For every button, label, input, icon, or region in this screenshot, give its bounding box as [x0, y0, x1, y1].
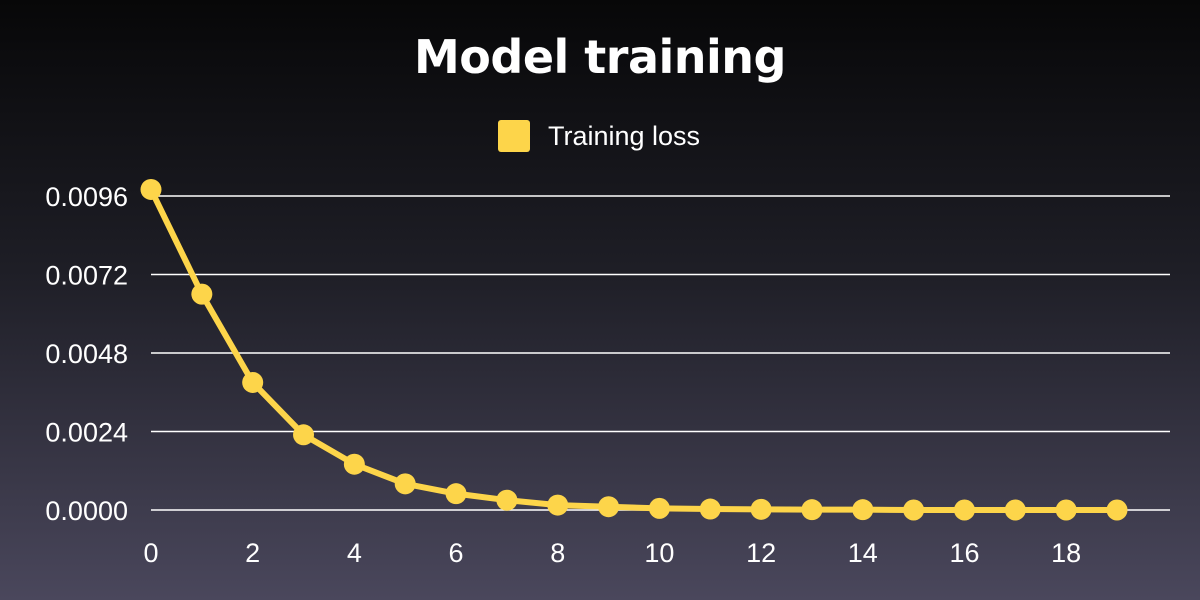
data-point — [496, 489, 518, 511]
x-tick-label: 12 — [746, 538, 776, 568]
x-tick-label: 4 — [347, 538, 362, 568]
x-tick-label: 8 — [550, 538, 565, 568]
y-tick-label: 0.0000 — [45, 496, 128, 526]
series-line — [148, 186, 1120, 513]
y-tick-label: 0.0024 — [45, 418, 128, 448]
data-point — [140, 178, 162, 200]
data-point — [598, 496, 620, 518]
y-axis-ticks: 0.0000 0.0024 0.0048 0.0072 0.0096 — [45, 182, 128, 526]
x-axis-ticks: 0 2 4 6 8 10 12 14 16 18 — [143, 538, 1081, 568]
chart-title: Model training — [414, 30, 786, 84]
data-point — [293, 424, 315, 446]
data-point — [1106, 499, 1128, 521]
x-tick-label: 14 — [848, 538, 878, 568]
legend-swatch — [497, 120, 530, 152]
data-point — [699, 498, 721, 520]
data-point — [852, 499, 874, 521]
x-tick-label: 16 — [949, 538, 979, 568]
data-point — [750, 498, 772, 520]
data-point — [903, 499, 925, 521]
grid-lines — [151, 195, 1170, 511]
data-point — [394, 473, 416, 495]
data-point — [648, 497, 670, 519]
y-tick-label: 0.0072 — [45, 261, 128, 291]
y-tick-label: 0.0096 — [45, 182, 128, 212]
data-point — [1055, 499, 1077, 521]
data-point — [242, 371, 264, 393]
y-tick-label: 0.0048 — [45, 339, 128, 369]
x-tick-label: 18 — [1051, 538, 1081, 568]
data-point — [445, 483, 467, 505]
legend: Training loss — [0, 120, 1200, 152]
series-training-loss — [140, 178, 1128, 521]
data-point — [801, 499, 823, 521]
x-tick-label: 6 — [449, 538, 464, 568]
x-tick-label: 10 — [644, 538, 674, 568]
data-point — [191, 283, 213, 305]
data-point — [343, 453, 365, 475]
x-tick-label: 0 — [143, 538, 158, 568]
legend-label: Training loss — [547, 120, 701, 151]
data-point — [1004, 499, 1026, 521]
data-point — [547, 494, 569, 516]
data-point — [953, 499, 975, 521]
x-tick-label: 2 — [245, 538, 260, 568]
